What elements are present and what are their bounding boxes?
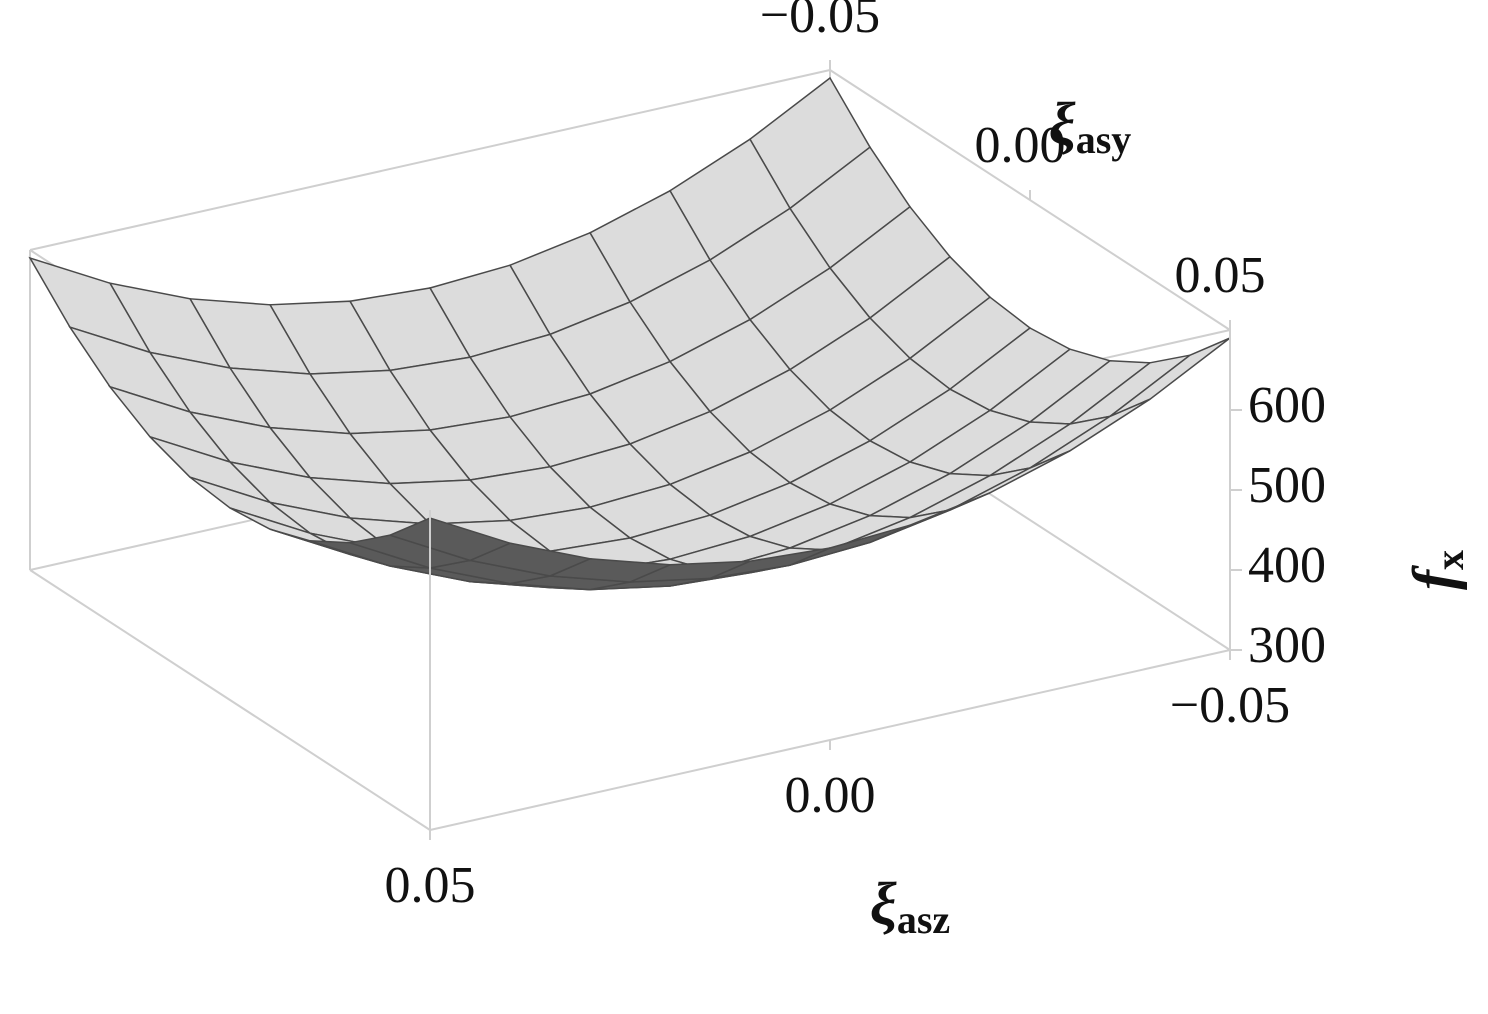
x-tick-label: 0.00 bbox=[975, 117, 1066, 174]
x-axis-title-symbol: ξ bbox=[1049, 91, 1076, 157]
y-tick-label: 0.00 bbox=[785, 767, 876, 824]
box-edge bbox=[29, 69, 831, 251]
z-tick-label: 400 bbox=[1248, 537, 1326, 594]
z-tick-label: 500 bbox=[1248, 457, 1326, 514]
box-edge bbox=[29, 569, 431, 831]
z-axis-title-subscript: x bbox=[1427, 550, 1472, 570]
z-axis-title: fx bbox=[1401, 550, 1472, 590]
y-tick-label: −0.05 bbox=[1170, 677, 1290, 734]
y-axis-title: ξasz bbox=[870, 871, 950, 942]
y-tick-label: 0.05 bbox=[385, 857, 476, 914]
x-axis-title-subscript: asy bbox=[1076, 117, 1132, 162]
z-tick-label: 300 bbox=[1248, 617, 1326, 674]
x-axis-title: ξasy bbox=[1049, 91, 1132, 162]
x-tick-label: −0.05 bbox=[760, 0, 880, 44]
x-tick-label: 0.05 bbox=[1175, 247, 1266, 304]
z-tick-label: 600 bbox=[1248, 377, 1326, 434]
y-axis-title-symbol: ξ bbox=[870, 871, 897, 937]
y-axis-title-subscript: asz bbox=[897, 897, 950, 942]
